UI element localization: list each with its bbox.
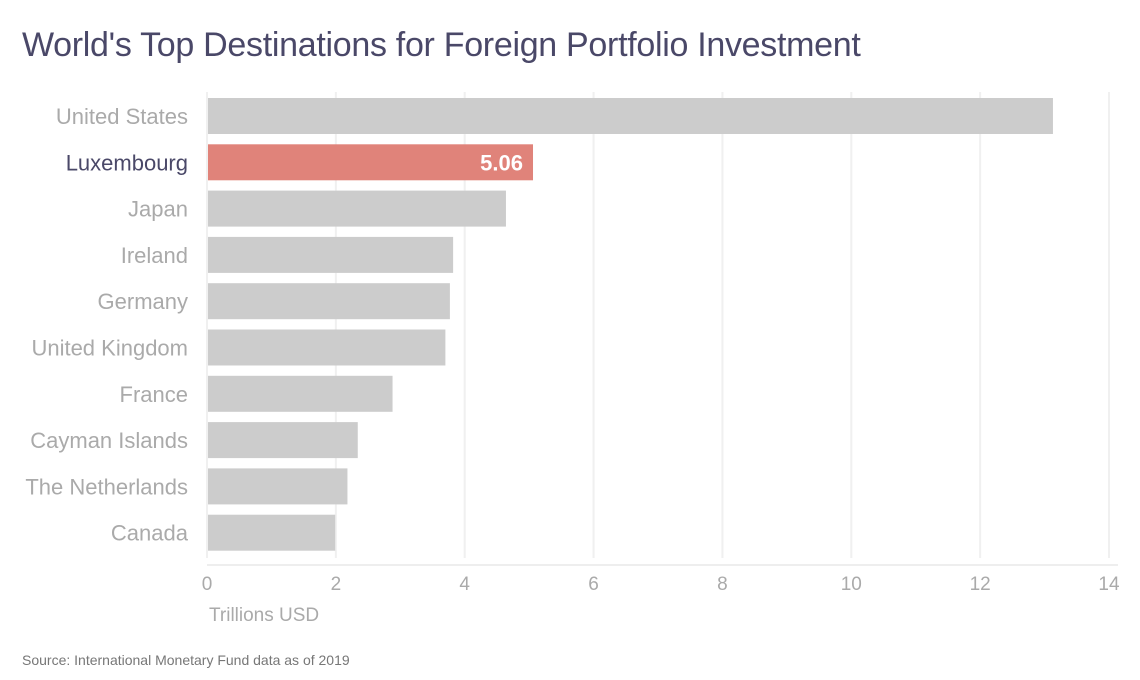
x-tick-label: 6 xyxy=(588,574,599,595)
bar-luxembourg xyxy=(208,144,534,181)
x-tick-label: 14 xyxy=(1098,574,1120,595)
category-label: Luxembourg xyxy=(66,150,188,175)
bar-france xyxy=(208,375,393,412)
category-label: Canada xyxy=(111,521,189,546)
bar-ireland xyxy=(208,236,454,273)
bar-united-states xyxy=(208,98,1053,134)
category-label: Japan xyxy=(128,197,188,222)
category-label: Cayman Islands xyxy=(30,428,188,453)
chart-title: World's Top Destinations for Foreign Por… xyxy=(22,26,861,64)
bar-united-kingdom xyxy=(208,329,446,366)
bar-canada xyxy=(208,514,336,551)
category-label: Germany xyxy=(98,289,188,314)
x-tick-label: 10 xyxy=(841,574,862,595)
bar-japan xyxy=(208,190,506,227)
x-tick-label: 12 xyxy=(970,574,991,595)
x-tick-label: 0 xyxy=(202,574,213,595)
category-label: United States xyxy=(56,104,188,129)
bar-cayman-islands xyxy=(208,422,358,459)
x-tick-label: 4 xyxy=(459,574,470,595)
category-label: United Kingdom xyxy=(31,336,188,361)
category-label: France xyxy=(120,382,188,407)
x-tick-label: 8 xyxy=(717,574,728,595)
x-tick-label: 2 xyxy=(331,574,342,595)
category-label: Ireland xyxy=(121,243,188,268)
bar-the-netherlands xyxy=(208,468,348,505)
x-axis-label: Trillions USD xyxy=(209,605,319,626)
data-label: 5.06 xyxy=(480,150,523,175)
source-note: Source: International Monetary Fund data… xyxy=(22,652,350,668)
category-label: The Netherlands xyxy=(25,474,188,499)
bar-germany xyxy=(208,283,450,320)
